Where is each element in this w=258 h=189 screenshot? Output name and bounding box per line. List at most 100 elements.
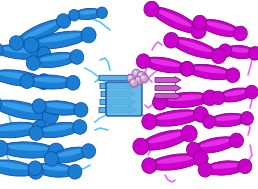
Ellipse shape [205, 161, 245, 175]
Ellipse shape [69, 9, 79, 21]
Ellipse shape [141, 76, 150, 84]
Ellipse shape [238, 159, 252, 174]
Ellipse shape [193, 107, 208, 122]
Ellipse shape [39, 33, 82, 43]
Ellipse shape [133, 70, 137, 74]
Ellipse shape [32, 99, 46, 114]
Ellipse shape [29, 126, 43, 140]
Ellipse shape [151, 7, 199, 33]
Ellipse shape [210, 163, 240, 169]
Ellipse shape [28, 163, 43, 179]
Ellipse shape [180, 61, 194, 76]
Ellipse shape [199, 139, 232, 147]
Ellipse shape [57, 14, 71, 28]
Ellipse shape [70, 50, 84, 64]
Ellipse shape [194, 137, 237, 153]
FancyArrow shape [101, 90, 135, 98]
Ellipse shape [225, 45, 255, 59]
Ellipse shape [142, 114, 157, 129]
Ellipse shape [128, 76, 137, 84]
Ellipse shape [40, 165, 70, 171]
Ellipse shape [198, 162, 212, 177]
Ellipse shape [28, 161, 42, 176]
Ellipse shape [0, 142, 56, 158]
Ellipse shape [240, 112, 253, 125]
Ellipse shape [141, 130, 189, 150]
Ellipse shape [0, 125, 34, 131]
Ellipse shape [7, 144, 49, 151]
Ellipse shape [0, 45, 44, 59]
Ellipse shape [187, 142, 200, 157]
Ellipse shape [0, 100, 50, 120]
Ellipse shape [156, 156, 195, 164]
Ellipse shape [136, 54, 150, 69]
Ellipse shape [9, 36, 23, 50]
Ellipse shape [48, 143, 64, 160]
Ellipse shape [26, 56, 40, 70]
Ellipse shape [44, 152, 58, 166]
Ellipse shape [66, 75, 80, 90]
Ellipse shape [131, 80, 139, 88]
Ellipse shape [74, 8, 102, 20]
Ellipse shape [0, 102, 43, 113]
Ellipse shape [0, 162, 29, 170]
Ellipse shape [42, 124, 75, 131]
Ellipse shape [130, 79, 138, 87]
Ellipse shape [203, 115, 216, 129]
Ellipse shape [96, 7, 107, 19]
Ellipse shape [180, 61, 194, 76]
Ellipse shape [204, 21, 235, 31]
Ellipse shape [229, 47, 251, 53]
Ellipse shape [166, 94, 204, 101]
Ellipse shape [2, 47, 38, 53]
Ellipse shape [139, 73, 147, 81]
Ellipse shape [0, 43, 3, 57]
Ellipse shape [142, 158, 157, 174]
Ellipse shape [149, 110, 201, 126]
Ellipse shape [36, 74, 51, 89]
Ellipse shape [23, 22, 59, 39]
Ellipse shape [131, 80, 134, 84]
Ellipse shape [36, 122, 80, 138]
Ellipse shape [137, 71, 146, 80]
Ellipse shape [51, 147, 89, 163]
Ellipse shape [245, 85, 258, 99]
Ellipse shape [132, 69, 140, 77]
Ellipse shape [39, 101, 81, 115]
FancyArrow shape [100, 82, 136, 90]
Ellipse shape [160, 92, 210, 108]
Ellipse shape [33, 120, 47, 136]
Ellipse shape [35, 163, 75, 177]
Ellipse shape [156, 9, 192, 27]
Ellipse shape [82, 144, 96, 158]
Ellipse shape [187, 64, 233, 80]
Ellipse shape [223, 90, 248, 96]
Ellipse shape [0, 160, 36, 176]
Ellipse shape [81, 27, 96, 43]
Ellipse shape [68, 164, 82, 179]
Ellipse shape [16, 19, 64, 45]
Ellipse shape [141, 76, 145, 79]
Ellipse shape [203, 90, 217, 106]
Ellipse shape [0, 96, 2, 112]
Ellipse shape [233, 26, 247, 41]
Ellipse shape [27, 75, 73, 89]
Ellipse shape [193, 150, 208, 166]
Ellipse shape [143, 57, 187, 73]
Ellipse shape [148, 132, 184, 143]
Ellipse shape [42, 108, 58, 124]
FancyArrow shape [155, 84, 181, 91]
FancyArrow shape [99, 106, 137, 114]
Ellipse shape [248, 46, 258, 60]
Ellipse shape [73, 120, 87, 134]
Ellipse shape [211, 48, 226, 64]
Ellipse shape [33, 52, 77, 68]
Ellipse shape [193, 15, 207, 30]
FancyArrow shape [100, 98, 136, 106]
Ellipse shape [226, 68, 240, 83]
Ellipse shape [134, 71, 142, 79]
Ellipse shape [181, 125, 197, 142]
FancyArrow shape [155, 92, 181, 99]
Ellipse shape [133, 138, 149, 155]
Ellipse shape [127, 74, 135, 83]
